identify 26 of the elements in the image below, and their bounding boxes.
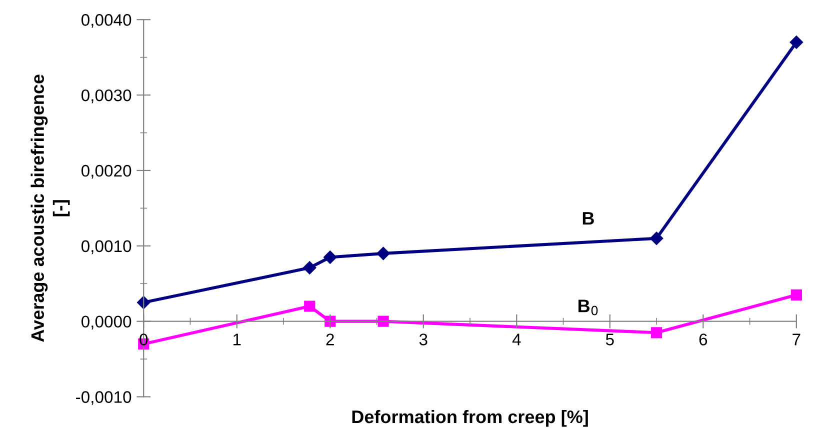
point xyxy=(790,289,802,300)
point xyxy=(790,36,804,49)
x-tick-label: 5 xyxy=(606,334,614,346)
x-tick-label: 7 xyxy=(792,334,800,346)
series-label: B$_{0}$ xyxy=(578,300,598,316)
x-tick-label: 4 xyxy=(512,334,521,346)
point xyxy=(303,261,316,274)
point xyxy=(376,246,390,260)
series-label: B xyxy=(582,212,594,224)
x-tick-label: 6 xyxy=(699,334,708,346)
x-axis-title: Deformation from creep [%] xyxy=(352,410,588,427)
y-tick-label: 0,0030 xyxy=(81,89,132,104)
x-tick-label: 3 xyxy=(419,334,428,346)
y-axis-title: Average acoustic birefringence [-] xyxy=(30,74,70,342)
point xyxy=(324,250,337,264)
y-tick-label: 0,0040 xyxy=(81,14,132,28)
point xyxy=(304,300,316,312)
x-tick-label: 2 xyxy=(326,334,334,346)
x-tick-label: 1 xyxy=(234,334,241,346)
y-tick-label: 0,0010 xyxy=(81,240,132,254)
y-tick-label: 0,0020 xyxy=(81,164,132,179)
point xyxy=(378,316,389,327)
y-tick-label: -0,0010 xyxy=(76,391,132,405)
y-tick-label: 0,0000 xyxy=(81,316,132,330)
point xyxy=(650,327,662,338)
point xyxy=(650,232,664,245)
